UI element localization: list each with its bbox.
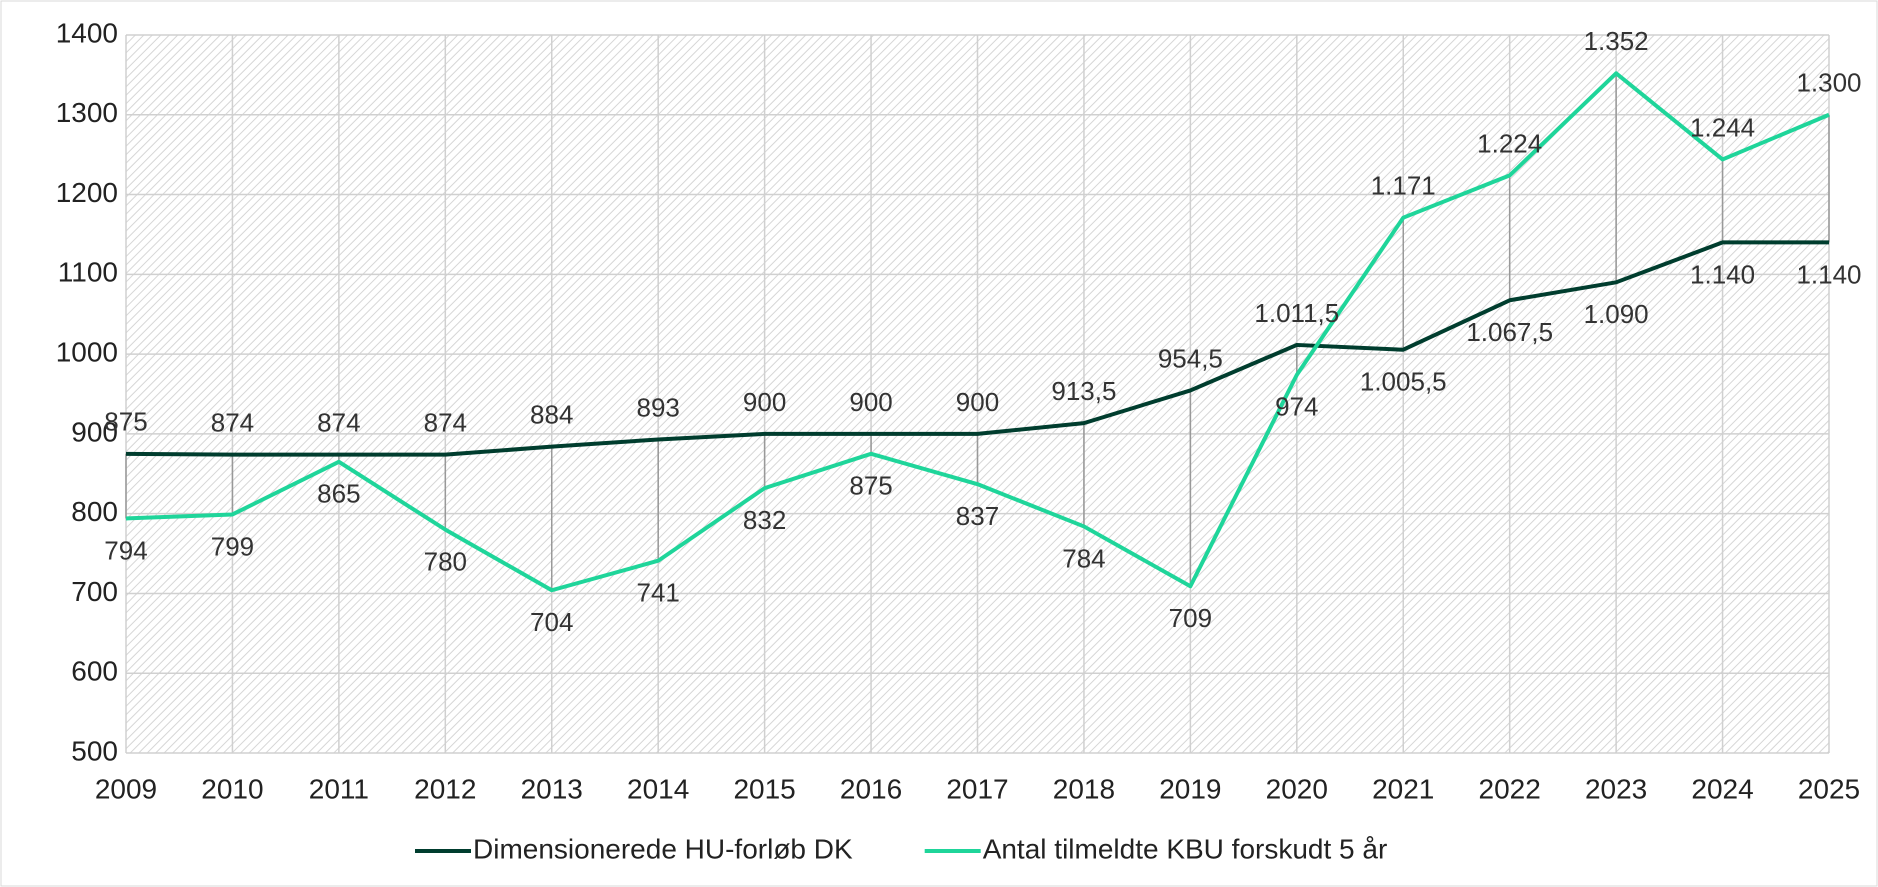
y-tick-label: 900 (71, 416, 118, 447)
y-tick-label: 1000 (56, 337, 118, 368)
data-label: 874 (211, 408, 254, 438)
data-label: 900 (743, 387, 786, 417)
data-label: 837 (956, 501, 999, 531)
data-label: 1.005,5 (1360, 367, 1447, 397)
data-label: 794 (104, 535, 147, 565)
x-tick-label: 2018 (1053, 773, 1115, 804)
y-tick-label: 1200 (56, 177, 118, 208)
data-label: 832 (743, 505, 786, 535)
x-tick-label: 2012 (414, 773, 476, 804)
y-tick-label: 700 (71, 576, 118, 607)
x-tick-label: 2023 (1585, 773, 1647, 804)
data-label: 1.011,5 (1254, 298, 1339, 328)
x-tick-label: 2017 (946, 773, 1008, 804)
y-tick-label: 800 (71, 496, 118, 527)
x-tick-label: 2010 (201, 773, 263, 804)
y-tick-label: 600 (71, 656, 118, 687)
data-label: 865 (317, 479, 360, 509)
data-label: 1.244 (1690, 112, 1755, 142)
data-label: 1.352 (1584, 26, 1649, 56)
series-line (125, 71, 1830, 593)
y-tick-label: 1400 (56, 17, 118, 48)
data-label: 974 (1275, 392, 1318, 422)
data-label: 875 (849, 471, 892, 501)
y-tick-label: 1300 (56, 97, 118, 128)
data-label: 913,5 (1051, 376, 1116, 406)
x-tick-label: 2022 (1479, 773, 1541, 804)
x-tick-label: 2011 (309, 773, 369, 804)
data-label: 784 (1062, 543, 1105, 573)
data-label: 1.067,5 (1466, 317, 1553, 347)
data-label: 900 (849, 387, 892, 417)
legend-label: Dimensionerede HU-forløb DK (473, 833, 853, 864)
y-tick-label: 500 (71, 735, 118, 766)
data-label: 741 (636, 578, 679, 608)
data-label: 1.300 (1796, 68, 1861, 98)
data-label: 893 (636, 392, 679, 422)
data-label: 874 (317, 408, 360, 438)
data-label: 1.140 (1796, 259, 1861, 289)
x-tick-label: 2020 (1266, 773, 1328, 804)
data-label: 1.090 (1584, 299, 1649, 329)
x-tick-label: 2016 (840, 773, 902, 804)
x-tick-label: 2019 (1159, 773, 1221, 804)
x-tick-label: 2013 (521, 773, 583, 804)
series-line (125, 240, 1829, 457)
x-tick-label: 2025 (1798, 773, 1860, 804)
data-label: 954,5 (1158, 343, 1223, 373)
data-label: 780 (424, 546, 467, 576)
data-label: 875 (104, 407, 147, 437)
x-tick-label: 2021 (1372, 773, 1434, 804)
data-label: 884 (530, 400, 573, 430)
y-tick-label: 1100 (58, 257, 118, 288)
x-tick-label: 2024 (1691, 773, 1753, 804)
legend-label: Antal tilmeldte KBU forskudt 5 år (983, 833, 1388, 864)
x-tick-label: 2015 (733, 773, 795, 804)
data-label: 874 (424, 408, 467, 438)
data-label: 704 (530, 607, 573, 637)
x-tick-label: 2009 (95, 773, 157, 804)
data-label: 1.140 (1690, 259, 1755, 289)
data-label: 900 (956, 387, 999, 417)
x-tick-label: 2014 (627, 773, 689, 804)
data-label: 1.171 (1371, 171, 1436, 201)
data-label: 1.224 (1477, 128, 1542, 158)
data-label: 799 (211, 531, 254, 561)
data-label: 709 (1169, 603, 1212, 633)
